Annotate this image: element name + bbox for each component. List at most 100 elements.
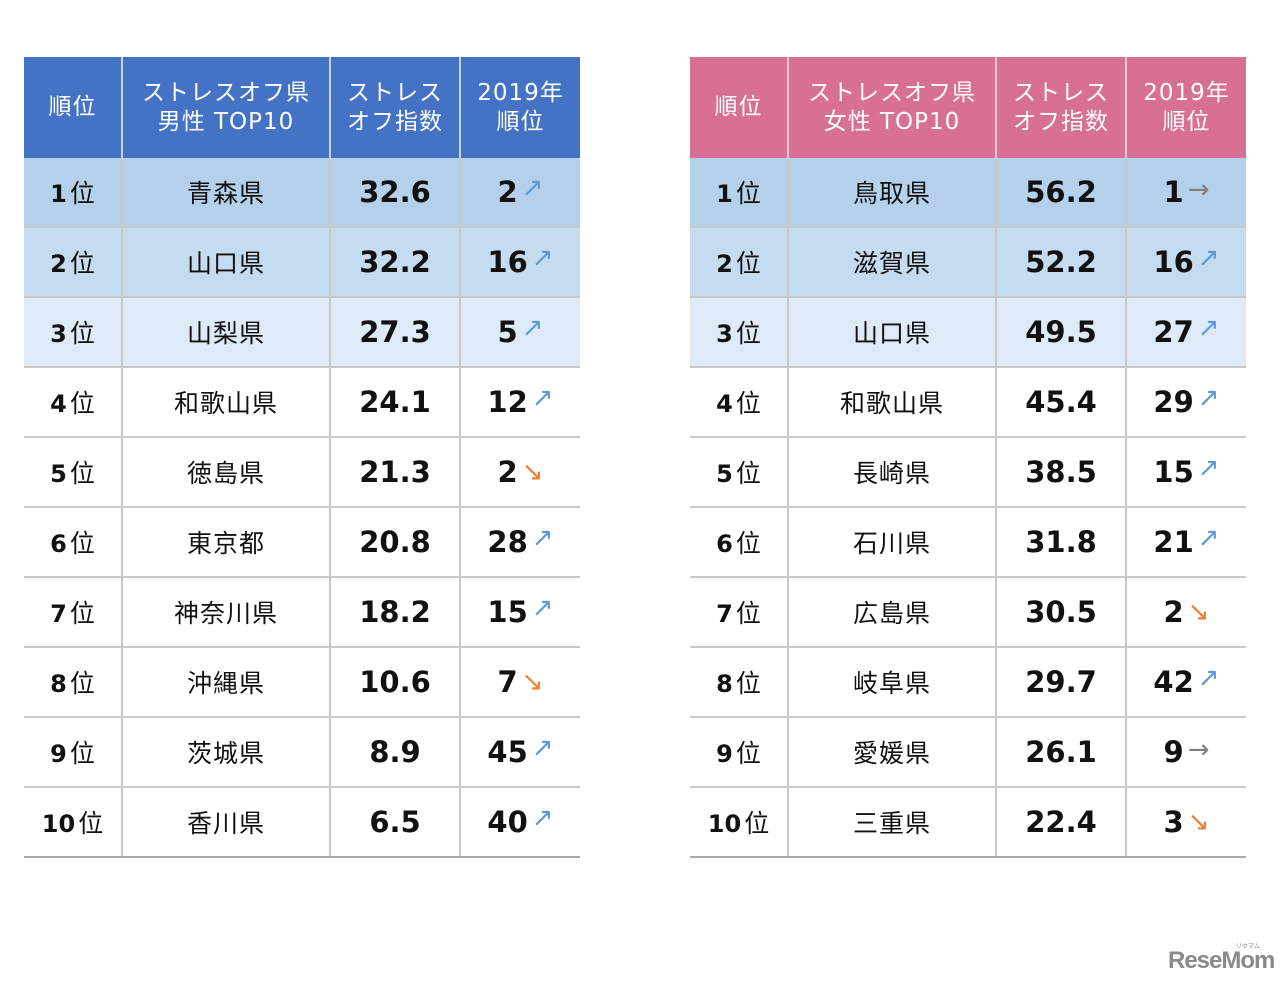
score-cell: 10.6	[329, 646, 460, 717]
prev-rank-cell: 28 ↗	[459, 506, 580, 577]
prefecture-cell: 茨城県	[121, 716, 330, 787]
prefecture-cell: 石川県	[787, 506, 996, 577]
prev-rank-cell: 2 ↘	[459, 436, 580, 507]
arrow-down-icon: ↘	[521, 667, 544, 697]
arrow-up-icon: ↗	[1197, 523, 1220, 553]
prev-rank-cell: 1 →	[1125, 158, 1246, 227]
score-cell: 8.9	[329, 716, 460, 787]
arrow-up-icon: ↗	[1197, 663, 1220, 693]
arrow-right-icon: →	[1187, 735, 1210, 765]
score-cell: 32.2	[329, 226, 460, 297]
prev-rank-cell: 21 ↗	[1125, 506, 1246, 577]
prev-rank-cell: 12 ↗	[459, 366, 580, 437]
prev-rank-cell: 16 ↗	[459, 226, 580, 297]
header-row: 順位 ストレスオフ県 男性 TOP10 ストレス オフ指数 2019年 順位	[24, 57, 580, 158]
prev-rank-cell: 42 ↗	[1125, 646, 1246, 717]
prefecture-cell: 徳島県	[121, 436, 330, 507]
prefecture-cell: 愛媛県	[787, 716, 996, 787]
prev-rank-cell: 7 ↘	[459, 646, 580, 717]
prefecture-cell: 山梨県	[121, 296, 330, 367]
prefecture-cell: 鳥取県	[787, 158, 996, 227]
score-cell: 22.4	[995, 786, 1126, 858]
score-cell: 49.5	[995, 296, 1126, 367]
score-cell: 21.3	[329, 436, 460, 507]
prefecture-cell: 山口県	[787, 296, 996, 367]
score-cell: 29.7	[995, 646, 1126, 717]
arrow-up-icon: ↗	[1197, 243, 1220, 273]
arrow-down-icon: ↘	[521, 457, 544, 487]
score-cell: 26.1	[995, 716, 1126, 787]
prefecture-cell: 沖縄県	[121, 646, 330, 717]
header-prefecture: ストレスオフ県 男性 TOP10	[121, 57, 330, 158]
logo-subtext: リセマム	[1236, 943, 1261, 950]
arrow-up-icon: ↗	[1197, 313, 1220, 343]
score-cell: 6.5	[329, 786, 460, 858]
header-2019-rank: 2019年 順位	[1125, 57, 1246, 158]
prefecture-cell: 山口県	[121, 226, 330, 297]
score-cell: 31.8	[995, 506, 1126, 577]
arrow-up-icon: ↗	[531, 733, 554, 763]
score-cell: 52.2	[995, 226, 1126, 297]
prev-rank-cell: 16 ↗	[1125, 226, 1246, 297]
prefecture-cell: 東京都	[121, 506, 330, 577]
table-row: 10 位 三重県 22.4 3 ↘	[690, 786, 1246, 858]
score-cell: 30.5	[995, 576, 1126, 647]
prev-rank-cell: 27 ↗	[1125, 296, 1246, 367]
arrow-up-icon: ↗	[531, 243, 554, 273]
arrow-up-icon: ↗	[531, 383, 554, 413]
arrow-up-icon: ↗	[531, 523, 554, 553]
prefecture-cell: 三重県	[787, 786, 996, 858]
header-row: 順位 ストレスオフ県 女性 TOP10 ストレス オフ指数 2019年 順位	[690, 57, 1246, 158]
score-cell: 56.2	[995, 158, 1126, 227]
score-cell: 20.8	[329, 506, 460, 577]
prev-rank-cell: 2 ↘	[1125, 576, 1246, 647]
prev-rank-cell: 5 ↗	[459, 296, 580, 367]
score-cell: 18.2	[329, 576, 460, 647]
prev-rank-cell: 2 ↗	[459, 158, 580, 227]
prefecture-cell: 神奈川県	[121, 576, 330, 647]
header-rank: 順位	[24, 57, 122, 158]
prev-rank-cell: 15 ↗	[1125, 436, 1246, 507]
arrow-up-icon: ↗	[1197, 383, 1220, 413]
table-row: 10 位 香川県 6.5 40 ↗	[24, 786, 580, 858]
prev-rank-cell: 45 ↗	[459, 716, 580, 787]
prev-rank-cell: 9 →	[1125, 716, 1246, 787]
prefecture-cell: 香川県	[121, 786, 330, 858]
prefecture-cell: 滋賀県	[787, 226, 996, 297]
arrow-up-icon: ↗	[521, 173, 544, 203]
prefecture-cell: 和歌山県	[787, 366, 996, 437]
score-cell: 45.4	[995, 366, 1126, 437]
prefecture-cell: 長崎県	[787, 436, 996, 507]
prev-rank-cell: 3 ↘	[1125, 786, 1246, 858]
score-cell: 32.6	[329, 158, 460, 227]
prefecture-cell: 岐阜県	[787, 646, 996, 717]
rank-cell: 10 位	[690, 786, 788, 858]
